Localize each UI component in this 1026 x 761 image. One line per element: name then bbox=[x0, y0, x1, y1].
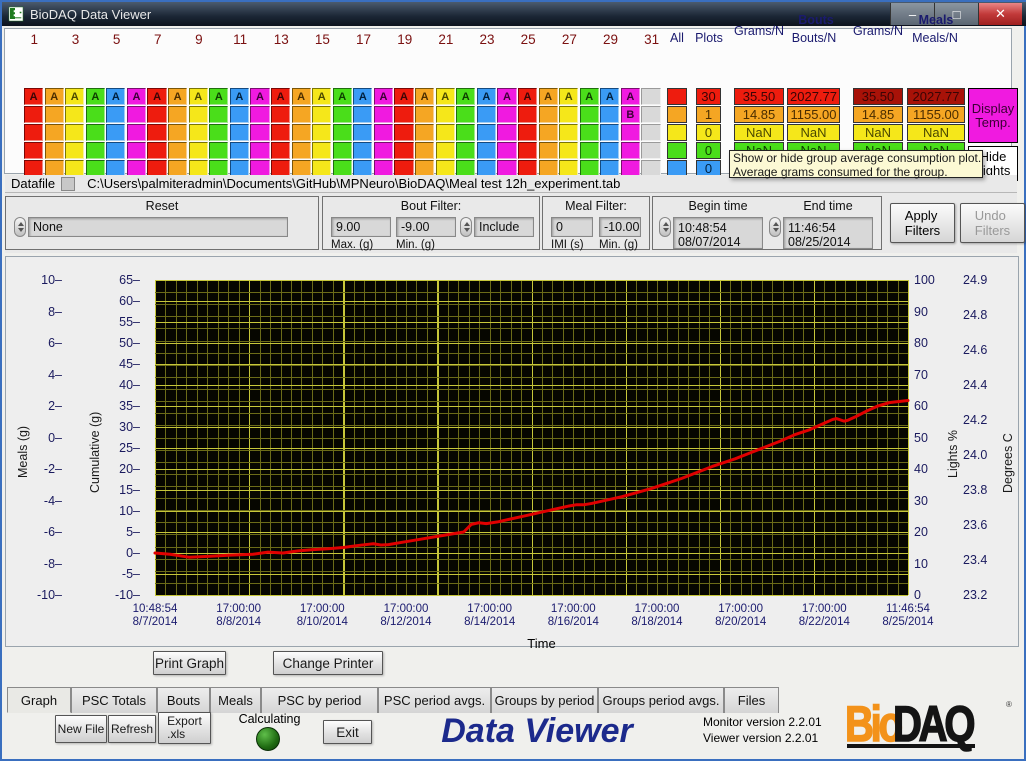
svg-text:®: ® bbox=[1006, 700, 1012, 709]
svg-text:DAQ: DAQ bbox=[893, 696, 974, 752]
